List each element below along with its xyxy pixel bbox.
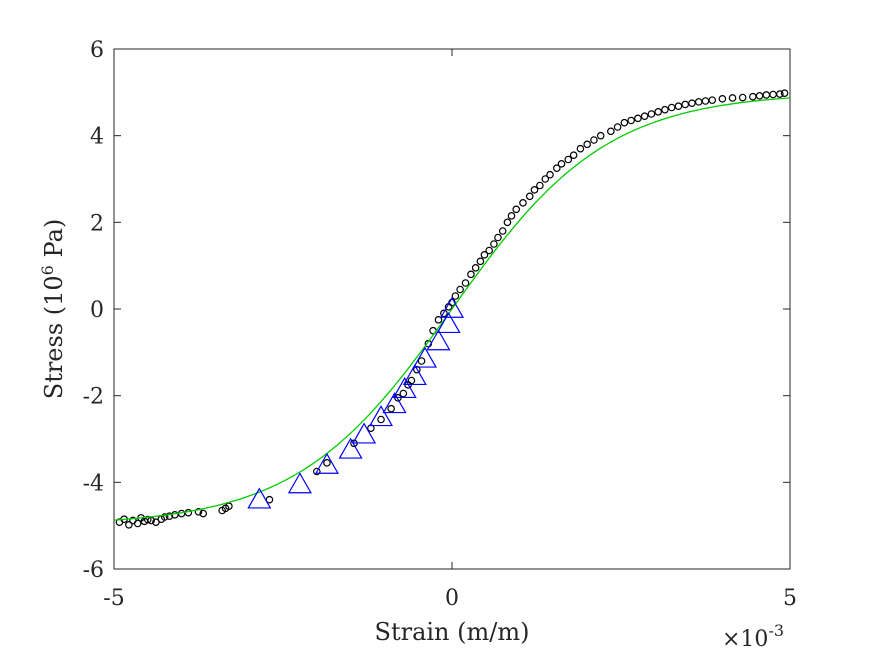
data-point-circle xyxy=(125,520,133,529)
x-axis-exponent-power: -3 xyxy=(768,621,784,640)
data-point-circle xyxy=(647,110,656,118)
data-point-circle xyxy=(607,127,615,136)
data-point-circle xyxy=(160,513,169,521)
data-point-circle xyxy=(530,186,539,194)
data-point-circle xyxy=(490,240,498,248)
data-point-circle xyxy=(498,227,507,235)
tick-labels: -5 0 5 -6 -4 -2 0 2 4 6 xyxy=(83,38,797,611)
x-axis-exponent: ×10-3 xyxy=(722,621,784,652)
data-point-circle xyxy=(194,507,203,516)
data-point-circle xyxy=(476,257,485,266)
data-point-circle xyxy=(627,116,635,125)
data-point-circle xyxy=(590,136,598,144)
data-point-circle xyxy=(718,95,727,103)
data-point-circle xyxy=(546,170,554,179)
data-point-circle xyxy=(661,105,669,114)
data-point-circle xyxy=(776,90,784,98)
data-point-circle xyxy=(519,199,527,207)
data-point-circle xyxy=(640,112,649,120)
data-point-triangle xyxy=(352,422,377,444)
data-point-circle xyxy=(708,96,717,104)
data-point-triangle xyxy=(402,363,427,386)
data-point-circle xyxy=(165,512,174,520)
data-point-triangle xyxy=(382,392,407,414)
data-point-triangle xyxy=(314,452,339,474)
data-point-circle xyxy=(512,205,521,214)
data-point-circle xyxy=(494,233,502,242)
data-point-circle xyxy=(323,459,331,467)
data-point-circle xyxy=(199,509,208,518)
data-point-circle xyxy=(507,212,516,220)
data-point-circle xyxy=(634,114,642,123)
fit-curve xyxy=(113,97,791,521)
data-point-triangle xyxy=(436,311,461,334)
data-point-circle xyxy=(738,93,747,102)
x-tick-label: 0 xyxy=(445,586,459,611)
data-point-circle xyxy=(728,94,737,102)
data-point-circle xyxy=(456,285,464,294)
data-point-circle xyxy=(536,181,544,190)
x-axis-label: Strain (m/m) xyxy=(375,618,530,646)
data-point-circle xyxy=(620,118,629,127)
data-point-circle xyxy=(485,246,493,255)
data-point-circle xyxy=(596,131,605,140)
data-point-circle xyxy=(467,270,475,279)
data-point-circle xyxy=(133,519,142,528)
data-point-circle xyxy=(471,264,480,272)
data-point-triangle xyxy=(439,296,465,318)
y-tick-label: 4 xyxy=(90,125,104,150)
axis-ticks xyxy=(113,48,791,570)
data-point-circle xyxy=(557,160,566,168)
data-point-circle xyxy=(480,251,489,259)
data-point-circle xyxy=(434,316,443,324)
data-point-triangle xyxy=(412,346,437,368)
y-axis-label: Stress (106 Pa) xyxy=(38,219,68,400)
data-point-circle xyxy=(564,155,573,164)
data-point-triangle xyxy=(426,329,451,351)
y-axis-label-exponent: 6 xyxy=(38,265,57,275)
y-tick-label: 2 xyxy=(90,211,104,236)
data-point-circle xyxy=(654,108,662,116)
x-tick-label: -5 xyxy=(103,586,124,611)
data-point-circle xyxy=(576,144,585,153)
data-point-circle xyxy=(552,164,561,172)
data-marks xyxy=(113,89,791,529)
data-point-triangle xyxy=(368,405,394,427)
y-tick-label: -2 xyxy=(83,385,104,410)
data-point-circle xyxy=(613,123,622,131)
data-point-circle xyxy=(144,515,152,524)
data-point-circle xyxy=(417,357,426,365)
y-tick-label: -6 xyxy=(83,558,104,583)
data-point-circle xyxy=(780,89,789,98)
data-point-circle xyxy=(312,467,321,476)
y-tick-label: 6 xyxy=(90,38,104,63)
y-tick-label: 0 xyxy=(90,298,104,323)
y-tick-label: -4 xyxy=(83,471,104,496)
data-point-triangle xyxy=(338,437,363,459)
x-axis-exponent-base: ×10 xyxy=(722,627,768,652)
data-point-circle xyxy=(451,292,460,300)
x-tick-label: 5 xyxy=(783,586,797,611)
data-point-circle xyxy=(440,309,448,318)
data-point-circle xyxy=(461,279,470,287)
data-point-triangle xyxy=(392,376,417,399)
data-point-circle xyxy=(413,365,421,374)
data-point-triangle xyxy=(247,487,272,509)
data-point-circle xyxy=(525,192,534,201)
data-point-circle xyxy=(377,415,385,424)
data-point-circle xyxy=(399,389,408,398)
data-point-circle xyxy=(674,102,683,111)
data-point-triangle xyxy=(287,472,312,494)
data-point-circle xyxy=(387,404,395,413)
y-axis-label-text: Stress (10 xyxy=(40,275,68,399)
data-point-circle xyxy=(583,140,592,149)
data-point-circle xyxy=(503,218,512,227)
data-point-circle xyxy=(569,151,578,159)
data-point-circle xyxy=(541,175,550,183)
data-point-circle xyxy=(407,376,416,385)
y-axis-label-unit: Pa) xyxy=(40,219,68,265)
